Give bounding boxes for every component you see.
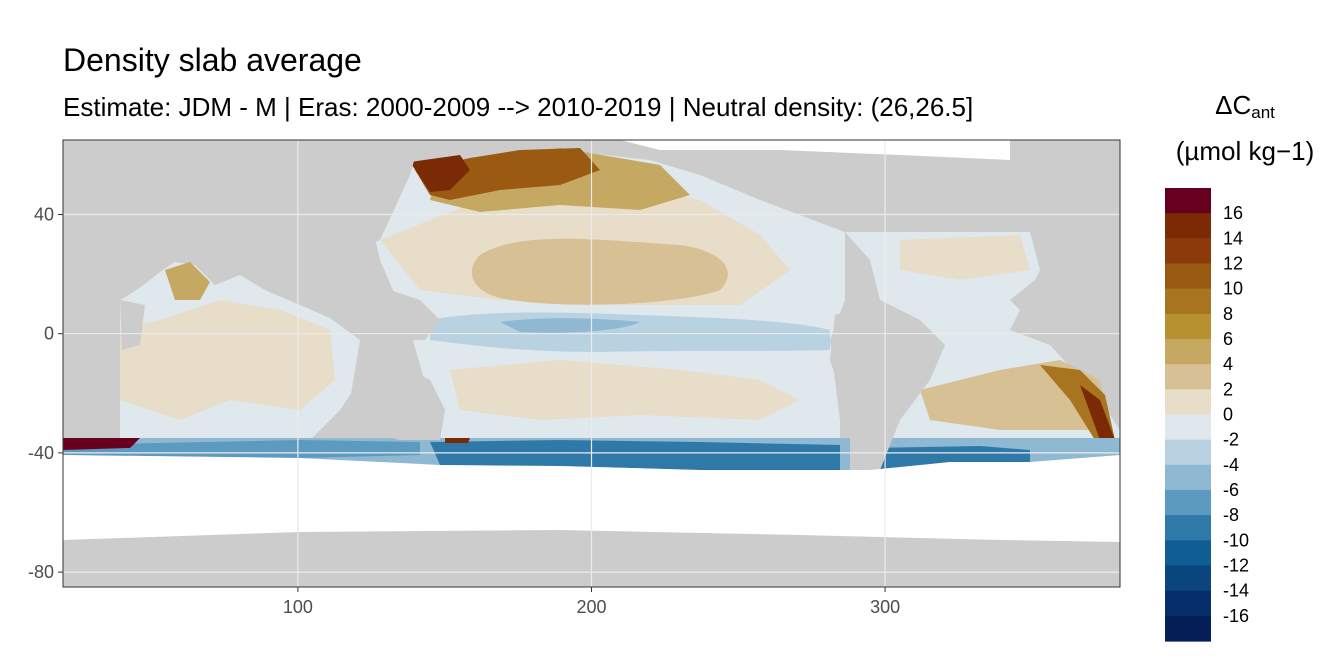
chart-title: Density slab average <box>63 42 362 78</box>
legend-label: -12 <box>1223 556 1249 576</box>
legend-swatch <box>1165 439 1211 466</box>
legend-swatch <box>1165 414 1211 441</box>
land-africa <box>1010 250 1120 380</box>
legend-label: -4 <box>1223 455 1239 475</box>
ocean-pacific-equatorial-core <box>500 318 640 333</box>
legend-label: 8 <box>1223 304 1233 324</box>
legend-swatch <box>1165 213 1211 239</box>
land-australia <box>340 365 445 440</box>
gridlines <box>63 140 1120 587</box>
x-tick-label: 300 <box>870 597 900 617</box>
ocean-pacific-south-warm <box>450 360 800 420</box>
ocean-southern-atlantic <box>870 446 1030 470</box>
legend-label: 10 <box>1223 279 1243 299</box>
legend-label: -16 <box>1223 606 1249 626</box>
legend-swatch <box>1165 364 1211 390</box>
legend-label: -6 <box>1223 480 1239 500</box>
x-tick-label: 200 <box>576 597 606 617</box>
y-tick-label: 40 <box>34 205 54 225</box>
legend-swatch <box>1165 339 1211 365</box>
legend-swatch <box>1165 313 1211 340</box>
legend-swatch <box>1165 590 1211 617</box>
ocean-atlantic-warm <box>900 235 1030 280</box>
legend-unit: (µmol kg−1) <box>1175 136 1315 166</box>
legend-swatch <box>1165 540 1211 567</box>
land-asia <box>63 140 420 280</box>
ocean-benguela-core <box>1080 385 1115 440</box>
land-south-america <box>830 300 945 500</box>
x-axis: 100 200 300 <box>283 587 900 617</box>
ocean-arabian-sea <box>165 262 210 300</box>
ocean-pacific-kamchatka <box>410 155 470 192</box>
legend-swatch <box>1165 263 1211 290</box>
legend-swatch <box>1165 565 1211 592</box>
legend-title: ΔCant <box>1215 90 1275 122</box>
y-tick-label: -40 <box>28 443 54 463</box>
y-tick-label: -80 <box>28 562 54 582</box>
legend-swatch <box>1165 188 1211 214</box>
legend-label: -8 <box>1223 505 1239 525</box>
legend-label: 0 <box>1223 405 1233 425</box>
legend-colorbar: 16 14 12 10 8 6 4 2 0 -2 -4 -6 -8 -10 -12 -14 -16 <box>1165 188 1249 642</box>
legend-label: 16 <box>1223 203 1243 223</box>
legend-swatch <box>1165 490 1211 516</box>
land-north-america <box>680 150 1010 232</box>
legend-label: 14 <box>1223 228 1243 248</box>
legend-label: -10 <box>1223 530 1249 550</box>
legend-swatch <box>1165 615 1211 642</box>
legend-swatch <box>1165 288 1211 315</box>
legend-swatch <box>1165 464 1211 491</box>
ocean-tasman-hotspot <box>445 438 470 443</box>
land-maritime-asia <box>360 290 440 340</box>
legend-label: -2 <box>1223 430 1239 450</box>
legend-swatch <box>1165 515 1211 541</box>
ocean-indian-warm <box>120 300 335 420</box>
legend-label: 4 <box>1223 354 1233 374</box>
land-europe <box>1010 140 1120 240</box>
legend-swatch <box>1165 389 1211 416</box>
chart-subtitle: Estimate: JDM - M | Eras: 2000-2009 --> … <box>63 92 974 122</box>
legend-label: 12 <box>1223 254 1243 274</box>
x-tick-label: 100 <box>283 597 313 617</box>
land-madagascar <box>120 300 145 350</box>
legend-swatch <box>1165 238 1211 265</box>
y-tick-label: 0 <box>44 324 54 344</box>
y-axis: 40 0 -40 -80 <box>28 205 63 582</box>
no-data-arctic <box>620 140 1010 160</box>
ocean-southern-pacific <box>430 440 840 470</box>
ocean-pacific-subtropical <box>471 238 728 305</box>
legend-label: 2 <box>1223 379 1233 399</box>
land-layer <box>63 140 1120 587</box>
legend-label: -14 <box>1223 581 1249 601</box>
legend-label: 6 <box>1223 329 1233 349</box>
ocean-agulhas <box>63 438 140 450</box>
